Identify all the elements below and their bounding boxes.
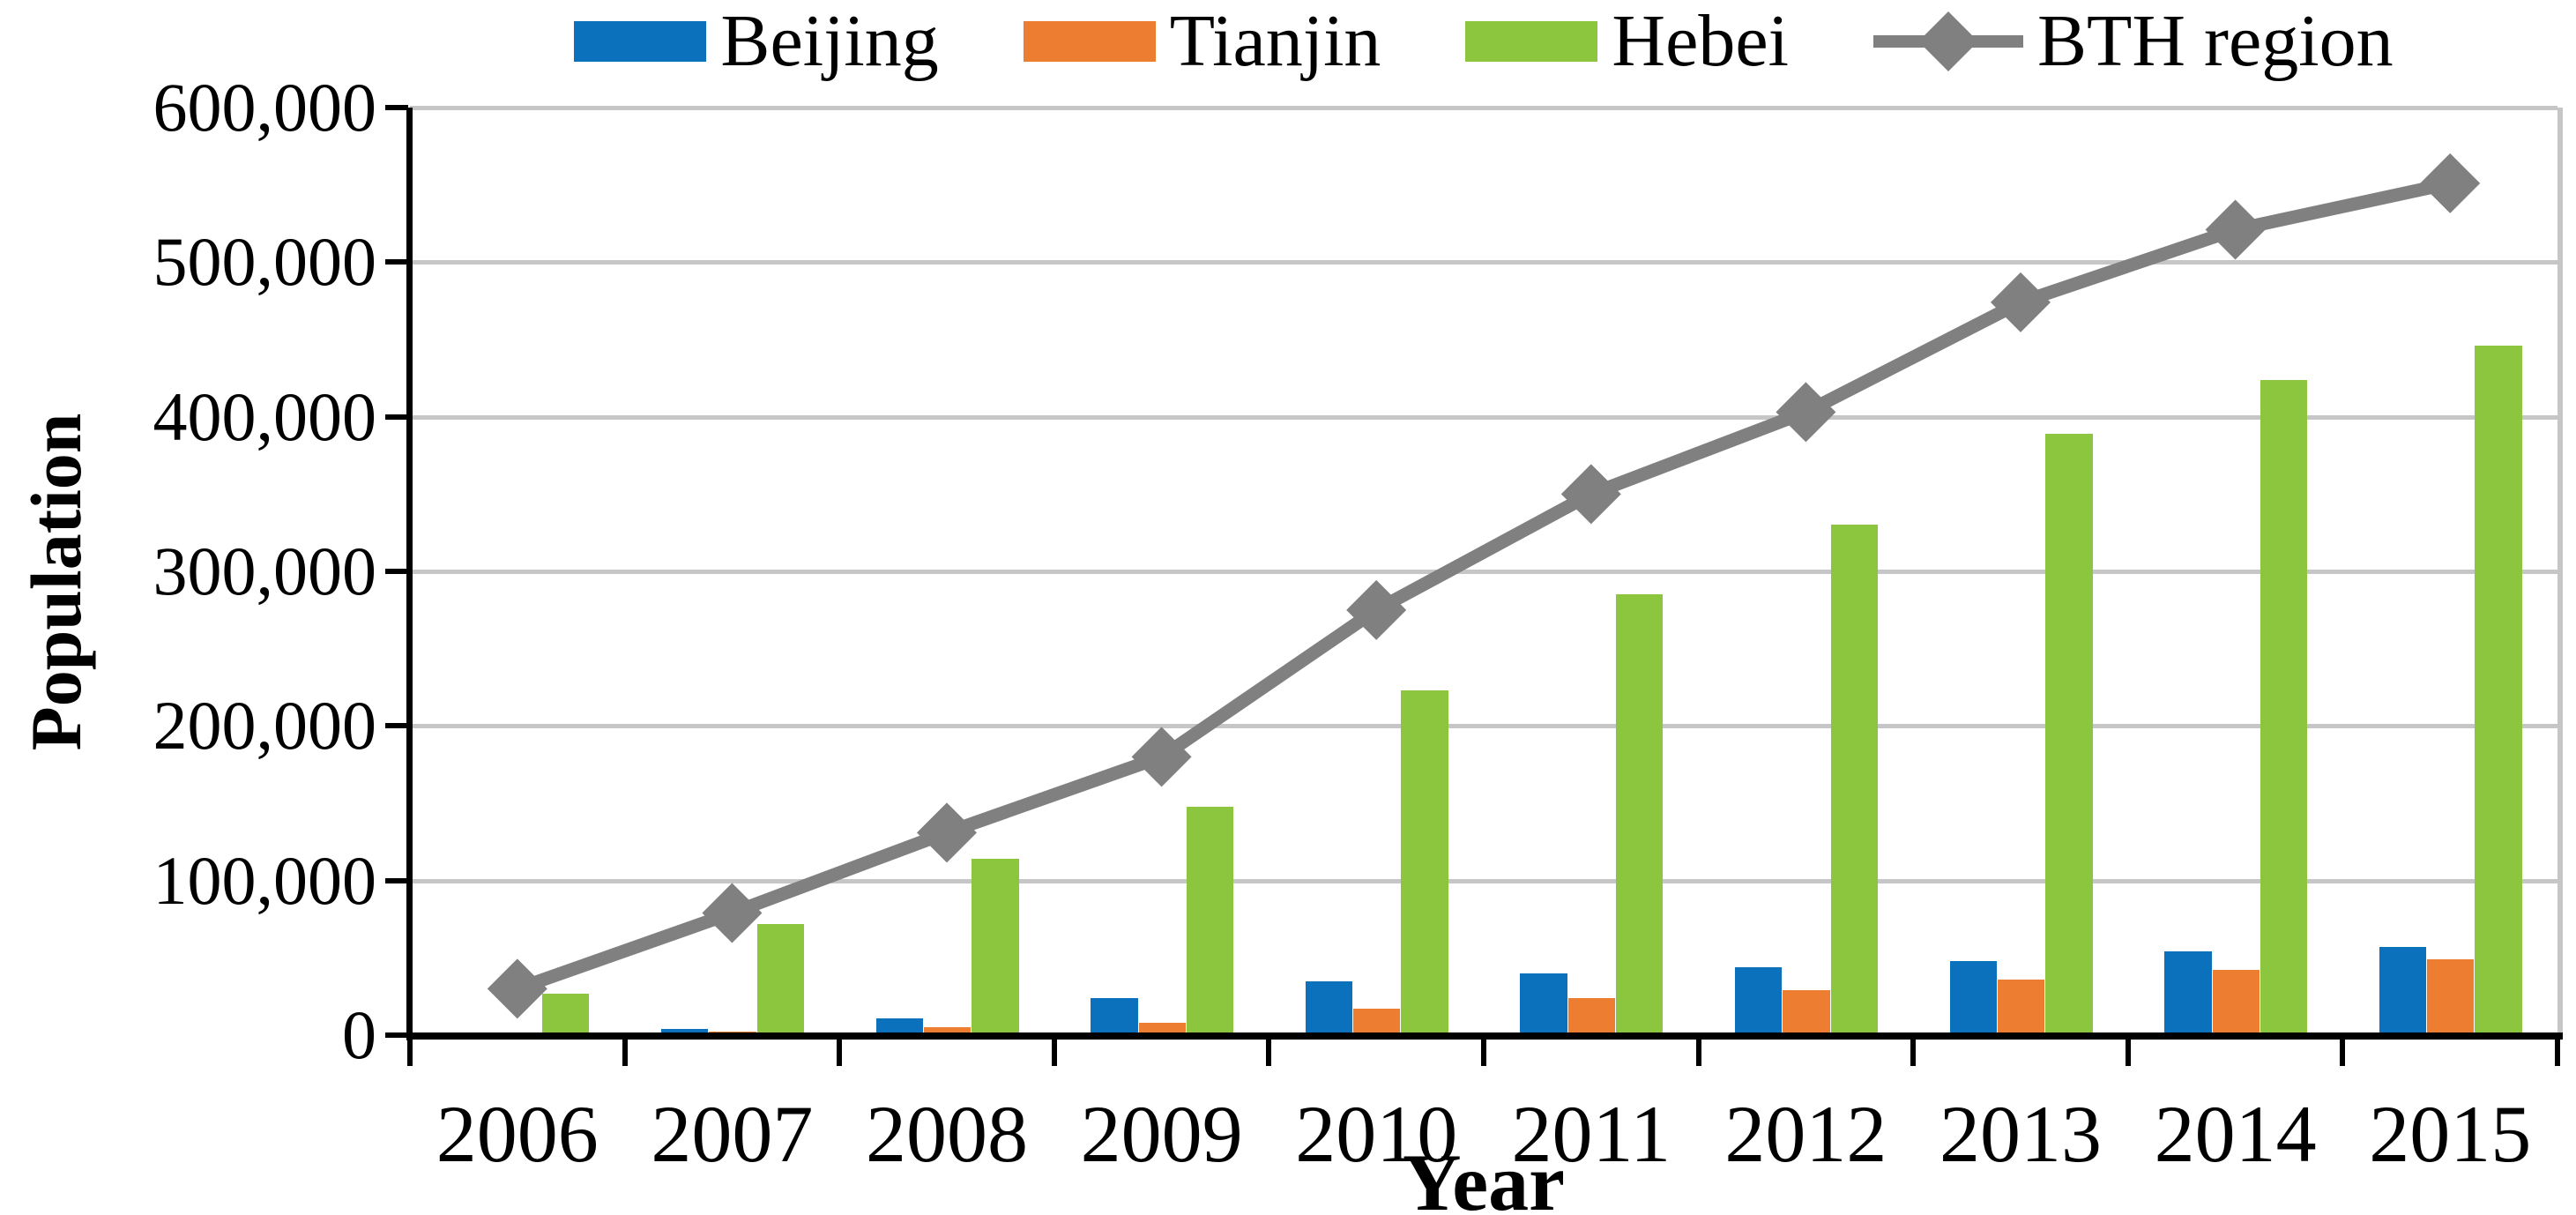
bar-tianjin-2008 xyxy=(923,1027,972,1035)
gridline-100000 xyxy=(410,878,2557,883)
x-axis-line xyxy=(406,1032,2563,1040)
gridline-500000 xyxy=(410,260,2557,265)
y-tick-label-200000: 200,000 xyxy=(153,687,377,764)
bar-hebei-2011 xyxy=(1616,594,1664,1035)
bar-beijing-2007 xyxy=(661,1028,709,1035)
y-tick-label-100000: 100,000 xyxy=(153,841,377,919)
legend-swatch-beijing xyxy=(574,21,707,62)
x-tick-boundary-8 xyxy=(2125,1040,2131,1066)
diamond-marker-2008 xyxy=(917,802,977,863)
x-tick-boundary-1 xyxy=(622,1040,628,1066)
y-axis-line xyxy=(406,108,413,1040)
gridline-600000 xyxy=(410,106,2557,110)
bar-hebei-2013 xyxy=(2045,433,2093,1035)
bar-hebei-2007 xyxy=(756,923,804,1035)
diamond-marker-2006 xyxy=(487,958,547,1019)
x-tick-boundary-5 xyxy=(1481,1040,1486,1066)
bth-region-line xyxy=(515,176,2452,995)
gridline-200000 xyxy=(410,724,2557,729)
x-tick-boundary-0 xyxy=(407,1040,413,1066)
legend-label-hebei: Hebei xyxy=(1612,0,1789,82)
x-tick-boundary-7 xyxy=(1910,1040,1917,1066)
x-tick-label-2014: 2014 xyxy=(2154,1089,2317,1179)
bar-tianjin-2013 xyxy=(1997,979,2045,1035)
y-tick-200000 xyxy=(385,723,408,729)
gridline-300000 xyxy=(410,570,2557,574)
bar-tianjin-2012 xyxy=(1783,990,1830,1035)
y-tick-300000 xyxy=(385,569,408,574)
gridline-400000 xyxy=(410,414,2557,420)
legend-label-bth-region: BTH region xyxy=(2036,0,2394,82)
bar-hebei-2010 xyxy=(1401,690,1448,1035)
diamond-marker-2007 xyxy=(702,883,763,943)
x-tick-label-2009: 2009 xyxy=(1080,1089,1243,1179)
diamond-marker-2015 xyxy=(2420,153,2481,213)
legend-label-tianjin: Tianjin xyxy=(1169,0,1381,82)
legend-item-hebei: Hebei xyxy=(1465,4,1789,78)
x-tick-boundary-3 xyxy=(1051,1040,1057,1066)
diamond-marker-2010 xyxy=(1346,579,1407,640)
y-tick-400000 xyxy=(385,414,408,420)
bar-beijing-2014 xyxy=(2164,951,2212,1035)
bar-hebei-2015 xyxy=(2475,346,2522,1035)
bar-beijing-2010 xyxy=(1305,980,1353,1035)
x-tick-label-2008: 2008 xyxy=(865,1089,1028,1179)
y-tick-0 xyxy=(385,1032,408,1038)
bar-hebei-2014 xyxy=(2260,379,2308,1035)
legend-label-beijing: Beijing xyxy=(720,0,939,82)
y-tick-600000 xyxy=(385,105,408,110)
bar-tianjin-2015 xyxy=(2427,959,2475,1035)
x-tick-label-2010: 2010 xyxy=(1295,1089,1458,1179)
x-tick-boundary-2 xyxy=(837,1040,843,1066)
bar-tianjin-2009 xyxy=(1138,1022,1186,1035)
x-tick-boundary-10 xyxy=(2555,1040,2560,1066)
bar-tianjin-2014 xyxy=(2212,970,2260,1035)
x-tick-label-2015: 2015 xyxy=(2369,1089,2532,1179)
legend-swatch-tianjin xyxy=(1023,21,1156,62)
x-tick-label-2011: 2011 xyxy=(1511,1089,1671,1179)
diamond-marker-2013 xyxy=(1991,272,2051,332)
legend-item-bth-region: BTH region xyxy=(1872,0,2394,82)
bar-hebei-2006 xyxy=(542,993,590,1035)
bar-beijing-2013 xyxy=(1949,960,1997,1035)
y-tick-label-600000: 600,000 xyxy=(153,69,377,145)
diamond-marker-2012 xyxy=(1776,382,1836,443)
diamond-marker-2014 xyxy=(2205,199,2266,260)
bar-beijing-2015 xyxy=(2379,947,2427,1035)
legend-item-tianjin: Tianjin xyxy=(1023,0,1381,82)
legend-item-beijing: Beijing xyxy=(574,0,939,82)
y-tick-100000 xyxy=(385,877,408,883)
x-tick-boundary-9 xyxy=(2340,1040,2346,1066)
chart-legend: Beijing Tianjin Hebei BTH region xyxy=(410,0,2557,82)
plot-right-border xyxy=(2557,108,2563,1035)
x-tick-label-2007: 2007 xyxy=(651,1089,814,1179)
diamond-marker-2011 xyxy=(1560,464,1621,525)
bar-tianjin-2010 xyxy=(1353,1009,1401,1035)
x-tick-boundary-4 xyxy=(1266,1040,1272,1066)
y-tick-label-500000: 500,000 xyxy=(153,223,377,301)
bar-hebei-2012 xyxy=(1830,525,1878,1035)
bar-tianjin-2011 xyxy=(1567,997,1616,1035)
y-tick-label-400000: 400,000 xyxy=(153,377,377,455)
bar-beijing-2009 xyxy=(1091,997,1138,1035)
bar-hebei-2009 xyxy=(1186,806,1234,1035)
x-axis-title: Year xyxy=(1403,1137,1565,1215)
x-tick-label-2006: 2006 xyxy=(436,1089,599,1179)
x-tick-label-2013: 2013 xyxy=(1939,1089,2102,1179)
y-tick-500000 xyxy=(385,259,408,265)
diamond-marker-2009 xyxy=(1131,727,1192,787)
bar-hebei-2008 xyxy=(972,859,1019,1035)
y-tick-label-0: 0 xyxy=(342,996,376,1073)
bar-beijing-2012 xyxy=(1735,966,1783,1035)
bar-beijing-2011 xyxy=(1520,973,1567,1035)
y-tick-label-300000: 300,000 xyxy=(153,533,377,609)
legend-swatch-hebei xyxy=(1465,21,1598,62)
x-tick-boundary-6 xyxy=(1695,1040,1701,1066)
legend-line-diamond-marker xyxy=(1872,11,2023,72)
bar-beijing-2008 xyxy=(875,1017,923,1035)
x-tick-label-2012: 2012 xyxy=(1724,1089,1887,1179)
